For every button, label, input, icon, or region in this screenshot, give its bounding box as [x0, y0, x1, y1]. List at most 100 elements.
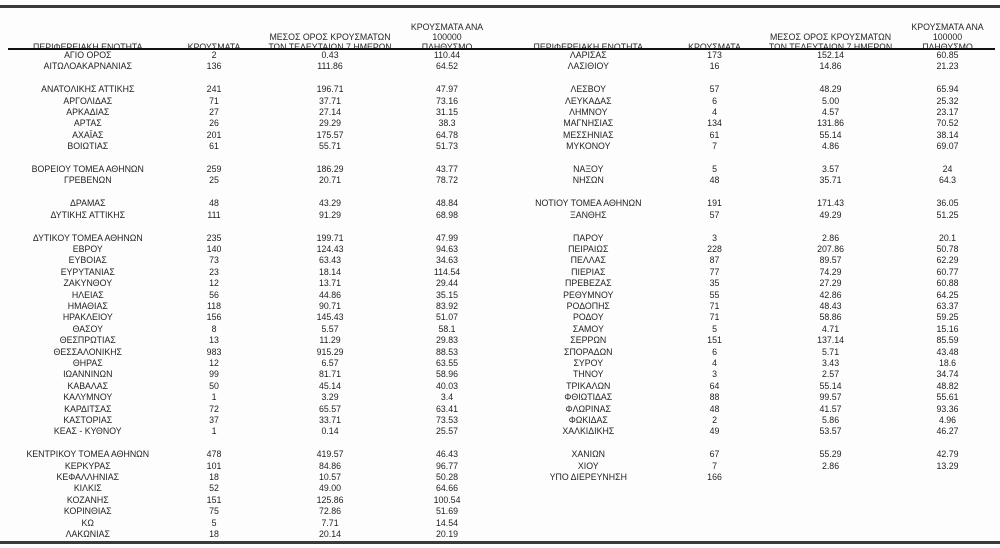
table-cell: ΠΑΡΟΥ	[573, 232, 604, 243]
table-row: ΣΥΡΟΥ 4 3.43 18.6	[509, 358, 996, 369]
table-cell: 3.57	[821, 164, 840, 175]
table-cell: 36.05	[936, 198, 959, 209]
table-cell: ΕΥΡΥΤΑΝΙΑΣ	[60, 266, 115, 277]
table-cell: 13.29	[936, 460, 959, 471]
table-cell: 58.1	[438, 323, 456, 334]
regional-cases-table-left: ΠΕΡΙΦΕΡΕΙΑΚΗ ΕΝΟΤΗΤΑ ΚΡΟΥΣΜΑΤΑ ΜΕΣΟΣ ΟΡΟ…	[8, 22, 495, 540]
table-cell: 64.66	[436, 483, 459, 494]
table-row: ΘΕΣΠΡΩΤΙΑΣ 13 11.29 29.83	[8, 335, 495, 346]
table-cell: 3.43	[821, 357, 840, 368]
table-cell: 12	[209, 357, 219, 368]
table-header-row: ΠΕΡΙΦΕΡΕΙΑΚΗ ΕΝΟΤΗΤΑ ΚΡΟΥΣΜΑΤΑ ΜΕΣΟΣ ΟΡΟ…	[8, 22, 495, 52]
table-cell: 64.78	[436, 129, 459, 140]
table-cell: ΚΑΒΑΛΑΣ	[67, 380, 109, 391]
table-cell: 1	[211, 426, 217, 437]
table-cell: 2.86	[821, 232, 840, 243]
table-cell	[668, 153, 761, 164]
table-row: ΓΡΕΒΕΝΩΝ 25 20.71 78.72	[8, 175, 495, 186]
table-cell: 55	[709, 289, 720, 300]
table-cell: 4	[712, 357, 717, 368]
table-cell: ΞΑΝΘΗΣ	[569, 209, 607, 220]
table-cell: ΚΕΝΤΡΙΚΟΥ ΤΟΜΕΑ ΑΘΗΝΩΝ	[26, 449, 150, 460]
table-header-row: ΠΕΡΙΦΕΡΕΙΑΚΗ ΕΝΟΤΗΤΑ ΚΡΟΥΣΜΑΤΑ ΜΕΣΟΣ ΟΡΟ…	[509, 22, 996, 52]
table-cell: 71	[709, 312, 720, 323]
table-cell: 71	[209, 95, 219, 106]
table-cell: 57	[709, 209, 720, 220]
table-cell	[668, 221, 761, 232]
table-cell	[900, 221, 995, 232]
table-cell: ΣΕΡΡΩΝ	[570, 335, 607, 346]
table-cell: 68.98	[436, 209, 459, 220]
table-cell	[168, 73, 261, 84]
table-row: ΧΙΟΥ 7 2.86 13.29	[509, 461, 996, 472]
table-row: ΠΑΡΟΥ 3 2.86 20.1	[509, 233, 996, 244]
table-cell: 55.14	[819, 380, 842, 391]
table-cell: 63.37	[936, 300, 959, 311]
table-row: ΡΟΔΟΥ 71 58.86 59.25	[509, 312, 996, 323]
table-row: ΤΗΝΟΥ 3 2.57 34.74	[509, 369, 996, 380]
table-row: ΥΠΟ ΔΙΕΡΕΥΝΗΣΗ 166	[509, 472, 996, 483]
table-cell: 34.63	[436, 255, 459, 266]
table-cell: ΧΑΝΙΩΝ	[571, 449, 606, 460]
table-cell	[168, 153, 261, 164]
table-cell: 42.86	[819, 289, 842, 300]
bottom-divider	[0, 541, 1000, 544]
table-cell: ΛΗΜΝΟΥ	[569, 107, 608, 118]
table-cell: 1	[211, 392, 217, 403]
table-cell	[668, 438, 761, 449]
table-row: ΕΥΒΟΙΑΣ 73 63.43 34.63	[8, 255, 495, 266]
table-row: ΑΡΓΟΛΙΔΑΣ 71 37.71 73.16	[8, 96, 495, 107]
table-cell: 7.71	[321, 517, 339, 528]
table-cell: 125.86	[316, 494, 344, 505]
table-cell: 228	[707, 243, 722, 254]
table-cell: 35.71	[819, 175, 842, 186]
table-cell: 73.16	[436, 95, 459, 106]
table-cell: ΕΒΡΟΥ	[72, 243, 103, 254]
table-cell: 166	[707, 472, 722, 483]
table-row: ΖΑΚΥΝΘΟΥ 12 13.71 29.44	[8, 278, 495, 289]
table-cell	[8, 153, 168, 164]
table-cell: 81.71	[319, 369, 342, 380]
table-row: ΗΜΑΘΙΑΣ 118 90.71 83.92	[8, 301, 495, 312]
table-cell: 259	[206, 164, 222, 175]
table-row-spacer	[8, 187, 495, 198]
table-cell: 26	[209, 118, 219, 129]
table-cell: 55.61	[936, 392, 959, 403]
table-row: ΚΑΛΥΜΝΟΥ 1 3.29 3.4	[8, 392, 495, 403]
table-cell: ΤΡΙΚΑΛΩΝ	[566, 380, 611, 391]
table-cell: 136	[206, 61, 222, 72]
table-cell: 51.07	[436, 312, 459, 323]
table-cell: 96.77	[436, 460, 459, 471]
table-cell: 7	[712, 460, 717, 471]
table-cell: 73	[209, 255, 219, 266]
table-cell: 59.25	[936, 312, 959, 323]
table-cell	[260, 153, 399, 164]
table-cell: ΚΑΛΥΜΝΟΥ	[63, 392, 113, 403]
table-cell: 29.29	[319, 118, 342, 129]
table-cell: 241	[206, 84, 222, 95]
table-cell	[8, 438, 168, 449]
table-row: ΚΕΑΣ - ΚΥΘΝΟΥ 1 0.14 25.57	[8, 426, 495, 437]
table-cell: 62.29	[936, 255, 959, 266]
table-cell: 48.43	[819, 300, 842, 311]
table-cell: 46.27	[936, 426, 959, 437]
table-cell: 24	[942, 164, 953, 175]
table-cell: 35	[709, 278, 720, 289]
table-cell: 207.86	[817, 243, 844, 254]
table-cell: 57	[709, 84, 720, 95]
table-cell	[509, 187, 669, 198]
table-row: ΒΟΙΩΤΙΑΣ 61 55.71 51.73	[8, 141, 495, 152]
table-cell: 151	[707, 335, 722, 346]
table-cell: 14.86	[819, 61, 842, 72]
table-cell: ΑΧΑΪΑΣ	[72, 129, 104, 140]
table-row: ΚΑΣΤΟΡΙΑΣ 37 33.71 73.53	[8, 415, 495, 426]
table-cell: 78.72	[436, 175, 459, 186]
column-header-cases-per-100000: ΚΡΟΥΣΜΑΤΑ ΑΝΑ 100000 ΠΛΗΘΥΣΜΟ	[410, 22, 484, 52]
table-cell: 201	[206, 129, 222, 140]
table-cell: ΧΙΟΥ	[577, 460, 599, 471]
table-cell: 5	[712, 164, 717, 175]
table-cell: 196.71	[316, 84, 344, 95]
table-cell: 55.29	[819, 449, 842, 460]
table-cell: 63.41	[436, 403, 459, 414]
table-row: ΝΗΣΩΝ 48 35.71 64.3	[509, 175, 996, 186]
